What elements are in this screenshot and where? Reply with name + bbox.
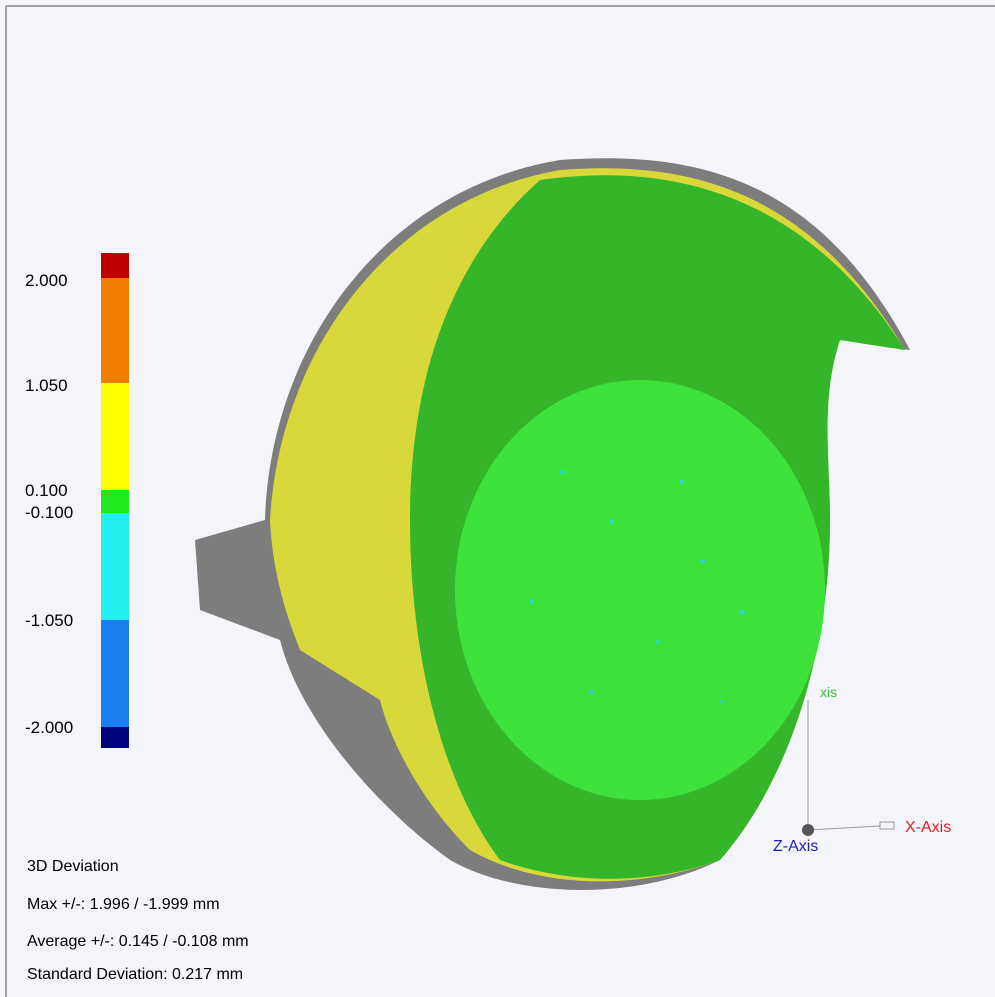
page: 2.000 1.050 0.100 -0.100 -1.050 -2.000 X…	[0, 0, 995, 997]
stats-title: 3D Deviation	[27, 858, 119, 875]
y-axis-label: xis	[820, 684, 837, 700]
scale-label: -0.100	[25, 503, 73, 522]
scale-label: 2.000	[25, 271, 68, 290]
stats-max: Max +/-: 1.996 / -1.999 mm	[27, 896, 220, 913]
viewport: 2.000 1.050 0.100 -0.100 -1.050 -2.000 X…	[0, 0, 995, 997]
stats-average: Average +/-: 0.145 / -0.108 mm	[27, 933, 249, 950]
z-axis-label: Z-Axis	[773, 838, 818, 855]
stats-std-dev: Standard Deviation: 0.217 mm	[27, 966, 243, 983]
scale-label: 0.100	[25, 481, 68, 500]
x-axis-label: X-Axis	[905, 819, 951, 836]
scale-label: -1.050	[25, 611, 73, 630]
mesh-center	[455, 380, 825, 800]
scale-label: -2.000	[25, 718, 73, 737]
scale-label: 1.050	[25, 376, 68, 395]
color-scale	[101, 253, 129, 748]
